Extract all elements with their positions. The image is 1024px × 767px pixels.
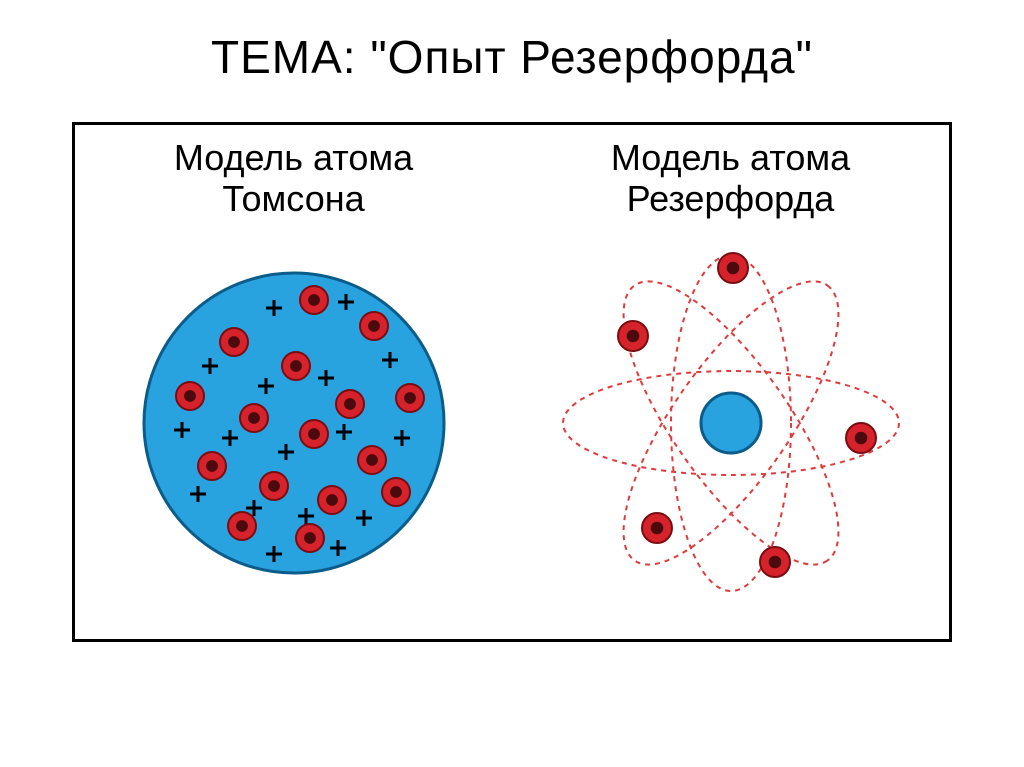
thomson-label: Модель атома Томсона <box>174 137 413 220</box>
thomson-atom-icon <box>114 238 474 598</box>
rutherford-label-line1: Модель атома <box>611 137 850 178</box>
rutherford-diagram <box>541 238 921 598</box>
thomson-diagram <box>114 238 474 598</box>
thomson-label-line2: Томсона <box>222 178 364 219</box>
thomson-panel: Модель атома Томсона <box>75 125 512 639</box>
rutherford-label-line2: Резерфорда <box>627 178 835 219</box>
rutherford-atom-icon <box>541 238 921 598</box>
models-container: Модель атома Томсона Модель атома Резерф… <box>72 122 952 642</box>
thomson-label-line1: Модель атома <box>174 137 413 178</box>
rutherford-panel: Модель атома Резерфорда <box>512 125 949 639</box>
rutherford-label: Модель атома Резерфорда <box>611 137 850 220</box>
page-title: ТЕМА: "Опыт Резерфорда" <box>211 30 813 84</box>
